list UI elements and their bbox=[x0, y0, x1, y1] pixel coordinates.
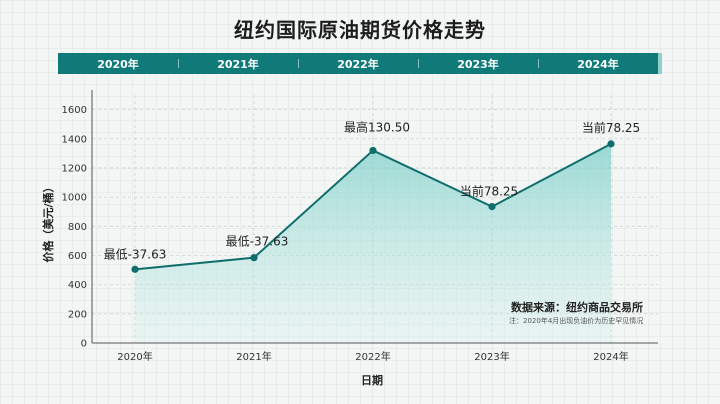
year-header-2024: 2024年 bbox=[538, 53, 658, 74]
data-marks: 最低-37.63 最低-37.63 最高130.50 当前78.25 当前78.25 bbox=[104, 119, 640, 273]
chart-title: 纽约国际原油期货价格走势 bbox=[234, 18, 486, 42]
data-label: 当前78.25 bbox=[460, 184, 518, 199]
y-tick-label: 800 bbox=[68, 222, 87, 233]
year-header-bar: 2020年 2021年 2022年 2023年 2024年 bbox=[58, 53, 658, 74]
x-tick-label: 2020年 bbox=[117, 350, 152, 363]
y-tick-label: 400 bbox=[68, 280, 87, 291]
y-tick-label: 1400 bbox=[62, 134, 87, 145]
y-tick-label: 1000 bbox=[62, 193, 87, 204]
footnote: 注：2020年4月出现负油价为历史罕见情况 bbox=[509, 317, 644, 325]
data-label: 最低-37.63 bbox=[226, 235, 289, 249]
y-tick-label: 1600 bbox=[62, 105, 87, 116]
data-label: 最低-37.63 bbox=[104, 247, 167, 261]
year-header-2023: 2023年 bbox=[418, 53, 538, 74]
y-tick-label: 600 bbox=[68, 251, 87, 262]
data-point bbox=[488, 203, 496, 211]
x-axis-title: 日期 bbox=[361, 373, 383, 387]
area-fill bbox=[135, 143, 611, 343]
data-point bbox=[607, 140, 615, 148]
x-tick-label: 2021年 bbox=[236, 350, 271, 363]
data-point bbox=[250, 254, 258, 262]
x-tick-label: 2023年 bbox=[474, 350, 509, 363]
y-tick-label: 200 bbox=[68, 309, 87, 320]
data-source: 数据来源：纽约商品交易所 bbox=[511, 301, 643, 314]
data-label: 当前78.25 bbox=[582, 120, 640, 135]
data-point bbox=[369, 146, 377, 155]
year-header-2022: 2022年 bbox=[298, 53, 418, 74]
year-header-2021: 2021年 bbox=[178, 53, 298, 74]
y-tick-label: 1200 bbox=[62, 163, 87, 174]
year-header-2020: 2020年 bbox=[97, 57, 139, 71]
y-tick-label: 0 bbox=[81, 339, 87, 350]
x-tick-label: 2022年 bbox=[355, 350, 390, 363]
x-tick-label: 2024年 bbox=[593, 350, 628, 363]
axes: 0 200 400 600 800 1000 1200 1400 1600 2020年 2021年 2… bbox=[62, 90, 658, 363]
data-label: 最高130.50 bbox=[344, 119, 410, 134]
data-point bbox=[131, 265, 139, 273]
area-layer bbox=[135, 143, 611, 343]
y-axis-title: 价格（美元/桶） bbox=[41, 181, 55, 262]
